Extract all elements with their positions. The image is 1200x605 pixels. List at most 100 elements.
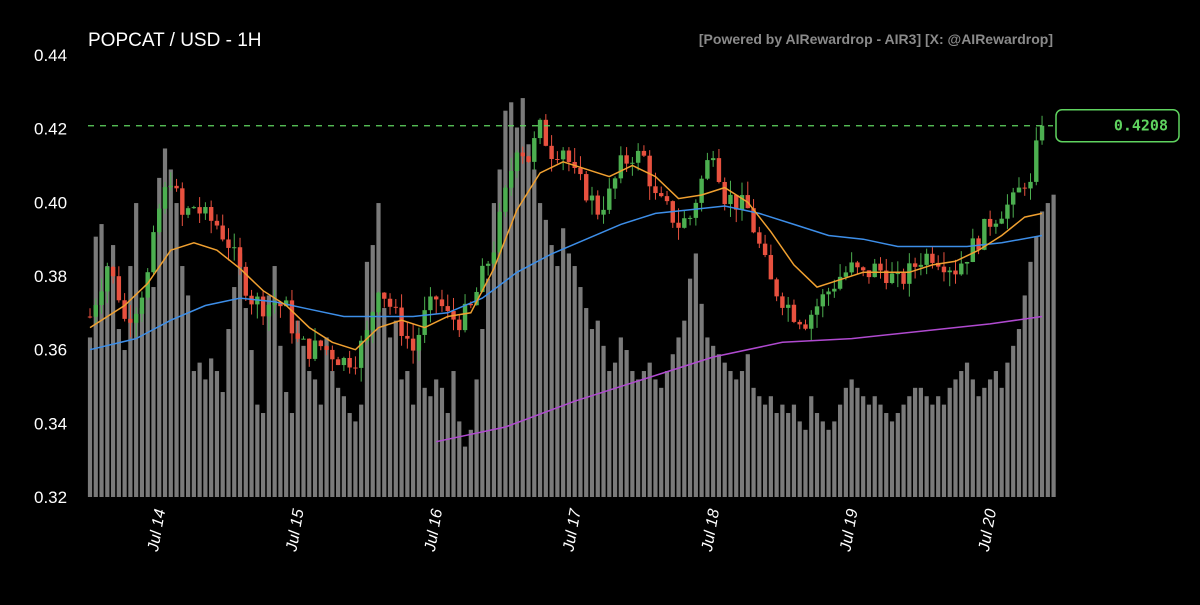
volume-bars [87,98,1056,498]
candle-body [976,238,981,250]
candle-body [509,171,514,188]
candle-body [728,194,733,205]
candle-body [987,218,993,227]
volume-bar [359,404,364,497]
volume-bar [797,421,802,497]
candle-body [278,302,283,307]
candle-body [157,208,162,233]
volume-bar [630,371,635,497]
volume-bar [289,413,295,497]
candle-body [699,178,704,203]
candle-body [480,265,485,292]
candle-body [826,291,831,295]
volume-bar [261,413,266,497]
candle-body [318,340,323,347]
candle-body [312,340,318,359]
candle-body [1016,187,1022,193]
volume-bar [561,228,566,497]
volume-bar [589,329,595,497]
volume-bar [197,362,202,497]
volume-bar [99,224,104,497]
candle-body [180,188,185,215]
candle-body [780,296,785,308]
candle-body [405,335,410,339]
volume-bar [612,362,618,497]
candle-body [993,223,999,227]
candle-body [843,272,849,277]
candle-body [647,155,652,187]
volume-bar [751,387,756,497]
volume-bar [918,387,923,497]
candle-body [751,208,756,233]
volume-bar [503,110,508,497]
volume-bar [451,371,456,497]
candle-body [630,162,635,164]
current-price-badge: 0.4208 [1055,108,1180,143]
candle-body [358,340,364,368]
candle-body [768,255,774,280]
candle-body [324,346,329,350]
volume-bar [699,303,704,497]
candle-body [301,338,306,340]
candle-body [734,194,739,210]
candle-body [664,196,670,202]
y-tick-label: 0.38 [34,267,67,286]
candle-body [941,266,947,273]
volume-bar [739,371,745,497]
candle-body [422,310,427,335]
candle-body [907,263,912,284]
candle-body [491,252,497,264]
candle-body [335,359,341,366]
volume-bar [191,371,196,497]
volume-bar [728,371,733,497]
candle-body [809,314,814,329]
candle-body [220,225,225,240]
volume-bar [134,203,139,497]
candle-body [866,270,872,278]
volume-bar [647,362,652,497]
volume-bar [1016,329,1022,497]
candle-body [820,294,825,307]
candle-body [387,298,393,307]
candle-body [537,119,543,139]
candle-body [139,297,145,314]
volume-bar [526,144,531,497]
volume-bar [266,295,271,497]
volume-bar [866,404,872,497]
candle-body [468,303,474,306]
volume-bar [532,169,537,497]
volume-bar [676,337,681,497]
volume-bar [157,177,162,497]
candle-body [710,158,716,161]
volume-bar [486,278,491,497]
candle-body [122,300,127,319]
volume-bar [930,404,935,497]
volume-bar [139,308,145,497]
volume-bar [105,266,110,497]
volume-bar [601,345,606,497]
candle-body [514,152,520,172]
volume-bar [237,253,243,497]
candle-body [935,262,941,267]
candle-body [474,291,479,306]
candle-body [607,188,612,210]
candle-body [659,193,664,197]
volume-bar [434,379,439,497]
volume-bar [462,446,468,497]
volume-bar [653,379,658,497]
candle-body [543,119,549,146]
volume-bar [318,404,323,497]
candle-body [260,296,266,317]
volume-bar [214,371,220,497]
candle-body [99,291,104,305]
volume-bar [93,236,98,498]
volume-bar [826,429,831,497]
volume-bar [497,169,502,497]
candle-body [918,264,924,267]
volume-bar [820,421,825,497]
volume-bar [209,358,214,497]
candle-body [232,247,237,249]
candle-body [382,292,387,299]
volume-bar [734,379,739,497]
